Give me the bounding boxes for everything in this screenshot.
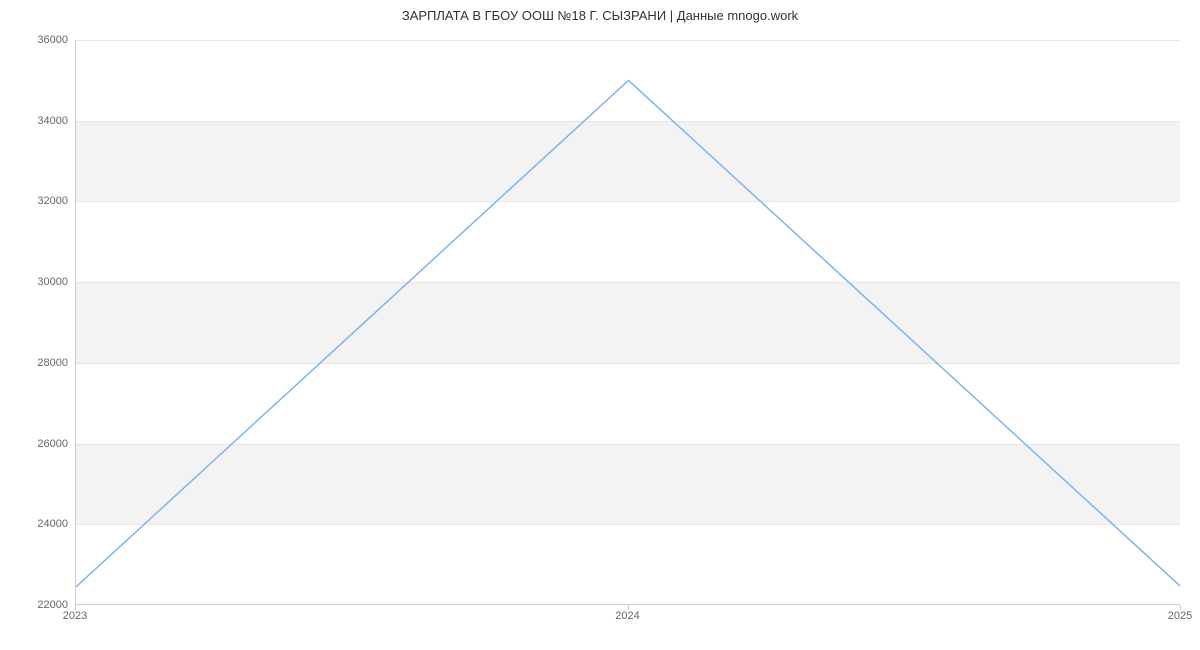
y-tick-label: 24000	[8, 518, 68, 530]
y-tick-label: 30000	[8, 276, 68, 288]
y-tick-label: 28000	[8, 357, 68, 369]
line-layer	[76, 40, 1180, 605]
y-tick-label: 34000	[8, 115, 68, 127]
x-tick-label: 2024	[615, 610, 639, 622]
chart-container	[75, 40, 1180, 605]
x-tick-label: 2025	[1168, 610, 1192, 622]
x-tick-label: 2023	[63, 610, 87, 622]
y-tick-label: 26000	[8, 438, 68, 450]
x-tick-mark	[628, 605, 629, 610]
y-tick-label: 22000	[8, 599, 68, 611]
x-tick-mark	[1180, 605, 1181, 610]
y-tick-label: 32000	[8, 195, 68, 207]
y-tick-label: 36000	[8, 34, 68, 46]
x-tick-mark	[75, 605, 76, 610]
series-line	[76, 80, 1180, 586]
chart-title: ЗАРПЛАТА В ГБОУ ООШ №18 Г. СЫЗРАНИ | Дан…	[0, 0, 1200, 31]
plot-area	[75, 40, 1180, 605]
